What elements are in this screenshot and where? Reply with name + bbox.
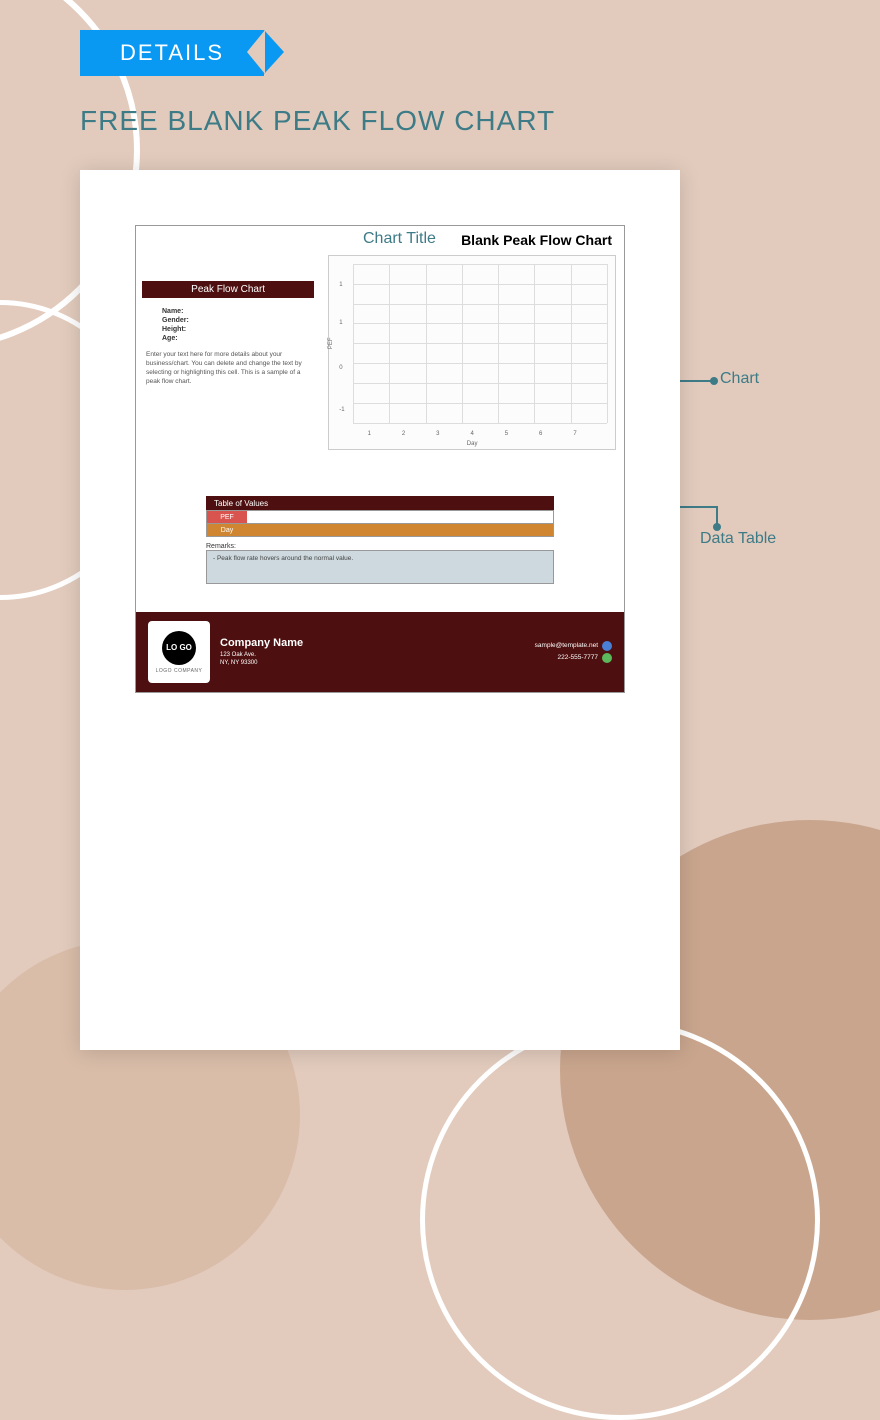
x-tick: 3 [436, 431, 439, 437]
row-cells [247, 524, 553, 536]
x-tick: 2 [402, 431, 405, 437]
x-tick: 7 [573, 431, 576, 437]
remarks-label: Remarks: [206, 543, 554, 550]
x-tick: 5 [505, 431, 508, 437]
callout-chart-title: Chart Title [363, 230, 436, 248]
field-age: Age: [142, 335, 314, 342]
callout-data-table: Data Table [700, 530, 776, 548]
table-header: Table of Values [206, 496, 554, 511]
y-tick: 0 [339, 365, 342, 371]
email: sample@template.net [535, 640, 598, 652]
x-tick: 1 [368, 431, 371, 437]
y-axis-label: PEF [328, 338, 334, 350]
field-height: Height: [142, 326, 314, 333]
field-gender: Gender: [142, 317, 314, 324]
bg-arc [420, 1020, 820, 1420]
email-icon [602, 641, 612, 651]
company-info: Company Name 123 Oak Ave. NY, NY 93300 [220, 637, 535, 668]
document-content: Peak Flow Chart Name: Gender: Height: Ag… [135, 225, 625, 693]
logo: LO GO LOGO COMPANY [148, 621, 210, 683]
y-tick: 1 [339, 320, 342, 326]
field-name: Name: [142, 308, 314, 315]
chart-title-bar: Peak Flow Chart [142, 281, 314, 298]
remarks-box: - Peak flow rate hovers around the norma… [206, 550, 554, 584]
table-row: Day [206, 523, 554, 537]
ribbon-label: DETAILS [120, 40, 224, 65]
description-text: Enter your text here for more details ab… [142, 350, 314, 386]
document-page: Peak Flow Chart Name: Gender: Height: Ag… [80, 170, 680, 1050]
page-title: FREE BLANK PEAK FLOW CHART [80, 105, 555, 137]
x-tick: 6 [539, 431, 542, 437]
logo-circle: LO GO [162, 631, 196, 665]
row-cells [247, 511, 553, 523]
callout-dot [710, 377, 718, 385]
x-tick: 4 [470, 431, 473, 437]
company-address: 123 Oak Ave. NY, NY 93300 [220, 651, 535, 668]
chart-grid [353, 264, 607, 423]
phone-icon [602, 653, 612, 663]
y-tick: -1 [339, 407, 344, 413]
callout-chart: Chart [720, 370, 759, 388]
logo-subtitle: LOGO COMPANY [156, 668, 203, 674]
row-label-pef: PEF [207, 511, 247, 523]
phone: 222-555-7777 [558, 652, 598, 664]
table-row: PEF [206, 510, 554, 524]
row-label-day: Day [207, 524, 247, 536]
contact-info: sample@template.net 222-555-7777 [535, 640, 612, 663]
y-tick: 1 [339, 282, 342, 288]
chart-area: PEF Day [328, 255, 616, 450]
details-ribbon: DETAILS [80, 30, 264, 76]
data-table-section: Table of Values PEF Day Remarks: - Peak … [136, 486, 624, 584]
company-name: Company Name [220, 637, 535, 649]
x-axis-label: Day [467, 441, 478, 447]
info-panel: Peak Flow Chart Name: Gender: Height: Ag… [136, 226, 320, 486]
document-footer: LO GO LOGO COMPANY Company Name 123 Oak … [136, 612, 624, 692]
